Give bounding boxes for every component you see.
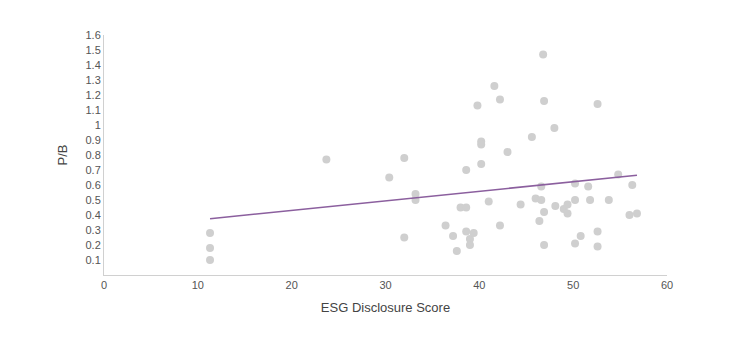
svg-text:50: 50 [567,279,579,291]
svg-text:20: 20 [286,279,298,291]
svg-text:30: 30 [379,279,391,291]
svg-text:0.1: 0.1 [86,254,101,266]
svg-text:0.9: 0.9 [86,134,101,146]
svg-text:60: 60 [661,279,673,291]
svg-text:P/B: P/B [55,145,70,166]
svg-text:1.6: 1.6 [86,29,101,41]
svg-text:1: 1 [95,119,101,131]
svg-text:0: 0 [101,279,107,291]
svg-text:0.2: 0.2 [86,239,101,251]
svg-text:1.4: 1.4 [86,59,101,71]
svg-text:0.6: 0.6 [86,179,101,191]
svg-text:0.3: 0.3 [86,224,101,236]
svg-text:40: 40 [473,279,485,291]
svg-text:ESG Disclosure Score: ESG Disclosure Score [321,300,450,315]
svg-text:0.8: 0.8 [86,149,101,161]
svg-text:1.5: 1.5 [86,44,101,56]
svg-text:1.3: 1.3 [86,74,101,86]
svg-text:0.5: 0.5 [86,194,101,206]
svg-text:0.4: 0.4 [86,209,101,221]
svg-text:0.7: 0.7 [86,164,101,176]
svg-text:1.1: 1.1 [86,104,101,116]
svg-text:10: 10 [192,279,204,291]
svg-text:1.2: 1.2 [86,89,101,101]
